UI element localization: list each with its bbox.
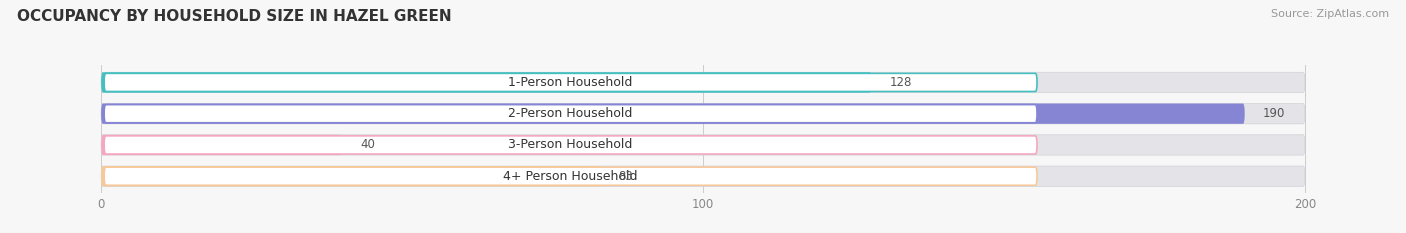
Text: 3-Person Household: 3-Person Household xyxy=(509,138,633,151)
FancyBboxPatch shape xyxy=(101,166,600,186)
Text: 40: 40 xyxy=(360,138,375,151)
FancyBboxPatch shape xyxy=(101,135,1305,155)
FancyBboxPatch shape xyxy=(101,103,1244,124)
FancyBboxPatch shape xyxy=(101,103,1305,124)
FancyBboxPatch shape xyxy=(101,72,872,93)
Text: OCCUPANCY BY HOUSEHOLD SIZE IN HAZEL GREEN: OCCUPANCY BY HOUSEHOLD SIZE IN HAZEL GRE… xyxy=(17,9,451,24)
Text: 1-Person Household: 1-Person Household xyxy=(509,76,633,89)
Text: 83: 83 xyxy=(619,170,634,183)
Text: Source: ZipAtlas.com: Source: ZipAtlas.com xyxy=(1271,9,1389,19)
FancyBboxPatch shape xyxy=(104,105,1038,123)
FancyBboxPatch shape xyxy=(104,136,1038,154)
FancyBboxPatch shape xyxy=(104,73,1038,92)
Text: 2-Person Household: 2-Person Household xyxy=(509,107,633,120)
FancyBboxPatch shape xyxy=(101,135,342,155)
Text: 4+ Person Household: 4+ Person Household xyxy=(503,170,638,183)
Text: 128: 128 xyxy=(890,76,912,89)
FancyBboxPatch shape xyxy=(101,166,1305,186)
FancyBboxPatch shape xyxy=(101,72,1305,93)
Text: 190: 190 xyxy=(1263,107,1285,120)
FancyBboxPatch shape xyxy=(104,167,1038,185)
